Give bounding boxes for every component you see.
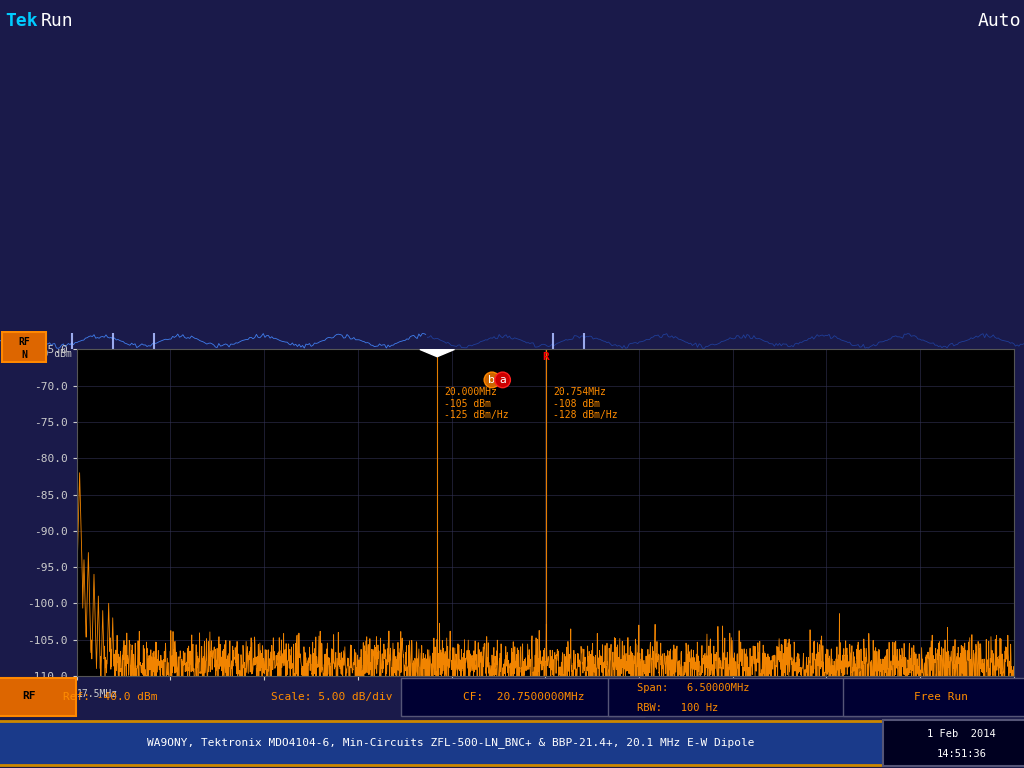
Text: RF: RF xyxy=(18,337,30,347)
FancyBboxPatch shape xyxy=(0,678,76,716)
Text: 14:51:36: 14:51:36 xyxy=(937,749,986,759)
Text: a: a xyxy=(499,375,506,385)
Text: RF: RF xyxy=(22,691,36,701)
Text: N: N xyxy=(22,350,27,360)
Text: 1 Feb  2014: 1 Feb 2014 xyxy=(927,729,996,739)
Polygon shape xyxy=(420,349,455,356)
Text: RBW:   100 Hz: RBW: 100 Hz xyxy=(637,703,718,713)
FancyBboxPatch shape xyxy=(843,677,1024,717)
Text: CF:  20.7500000MHz: CF: 20.7500000MHz xyxy=(463,692,584,702)
Text: 20.754MHz
-108 dBm
-128 dBm/Hz: 20.754MHz -108 dBm -128 dBm/Hz xyxy=(553,387,617,420)
FancyBboxPatch shape xyxy=(2,332,46,362)
FancyBboxPatch shape xyxy=(401,677,645,717)
Text: 17.5MHz: 17.5MHz xyxy=(77,689,118,699)
Text: Auto: Auto xyxy=(978,12,1021,30)
Text: Run: Run xyxy=(41,12,74,30)
FancyBboxPatch shape xyxy=(0,721,918,765)
Text: R: R xyxy=(543,352,549,362)
FancyBboxPatch shape xyxy=(608,677,880,717)
FancyBboxPatch shape xyxy=(883,720,1024,766)
Text: Free Run: Free Run xyxy=(914,692,968,702)
Text: Ref: -40.0 dBm: Ref: -40.0 dBm xyxy=(63,692,158,702)
Text: Tek: Tek xyxy=(5,12,38,30)
Text: -65.0 dBm: -65.0 dBm xyxy=(19,349,72,359)
Text: 20.000MHz
-105 dBm
-125 dBm/Hz: 20.000MHz -105 dBm -125 dBm/Hz xyxy=(444,387,509,420)
Text: WA9ONY, Tektronix MDO4104-6, Min-Circuits ZFL-500-LN_BNC+ & BBP-21.4+, 20.1 MHz : WA9ONY, Tektronix MDO4104-6, Min-Circuit… xyxy=(146,737,755,749)
Text: Scale: 5.00 dB/div: Scale: 5.00 dB/div xyxy=(271,692,393,702)
Text: Span:   6.50000MHz: Span: 6.50000MHz xyxy=(637,683,750,693)
Text: b: b xyxy=(488,375,496,385)
